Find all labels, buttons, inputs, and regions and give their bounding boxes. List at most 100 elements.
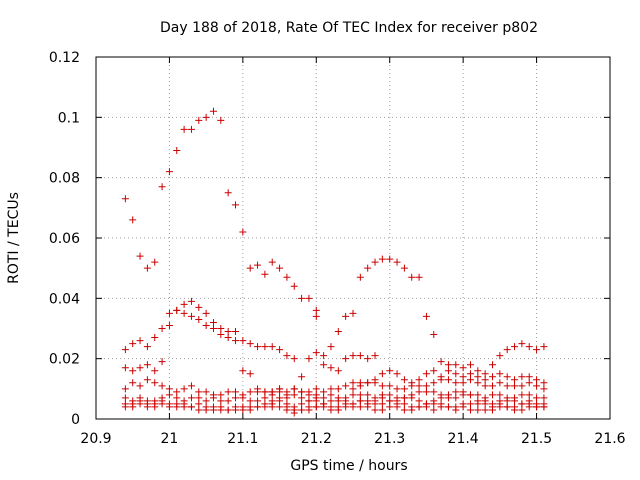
data-point (444, 367, 452, 375)
data-point (217, 391, 225, 399)
data-point (195, 400, 203, 408)
data-point (187, 297, 195, 305)
data-point (496, 379, 504, 387)
data-point (511, 382, 519, 390)
data-point (400, 264, 408, 272)
data-point (349, 309, 357, 317)
data-point (503, 403, 511, 411)
data-point (254, 343, 262, 351)
data-point (195, 406, 203, 414)
data-point (474, 391, 482, 399)
data-marks (121, 107, 548, 417)
data-point (217, 397, 225, 405)
data-point (496, 403, 504, 411)
data-point (452, 388, 460, 396)
data-point (195, 315, 203, 323)
data-point (525, 343, 533, 351)
x-tick-label: 21.3 (374, 431, 405, 447)
y-tick-label: 0.06 (49, 231, 80, 247)
x-axis-title: GPS time / hours (290, 458, 407, 474)
x-tick-label: 20.9 (80, 431, 111, 447)
data-point (400, 376, 408, 384)
data-point (202, 321, 210, 329)
data-point (143, 343, 151, 351)
data-point (158, 358, 166, 366)
data-point (466, 391, 474, 399)
data-point (474, 406, 482, 414)
x-tick-label: 21.2 (301, 431, 332, 447)
data-point (518, 382, 526, 390)
data-point (452, 379, 460, 387)
data-point (408, 382, 416, 390)
data-point (400, 394, 408, 402)
data-point (283, 400, 291, 408)
data-point (386, 367, 394, 375)
data-point (305, 355, 313, 363)
data-point (525, 379, 533, 387)
x-tick-label: 21.5 (521, 431, 552, 447)
data-point (437, 358, 445, 366)
data-point (459, 388, 467, 396)
data-point (533, 376, 541, 384)
data-point (298, 394, 306, 402)
data-point (489, 361, 497, 369)
data-point (342, 355, 350, 363)
data-point (518, 406, 526, 414)
data-point (422, 400, 430, 408)
data-point (466, 406, 474, 414)
data-point (151, 258, 159, 266)
data-point (371, 379, 379, 387)
data-point (136, 364, 144, 372)
data-point (283, 273, 291, 281)
data-point (173, 403, 181, 411)
data-point (371, 406, 379, 414)
data-point (209, 325, 217, 332)
data-point (276, 394, 284, 402)
y-tick-label: 0.02 (49, 352, 80, 368)
data-point (430, 406, 438, 414)
data-point (290, 385, 298, 393)
data-point (503, 397, 511, 405)
data-point (165, 385, 173, 393)
data-point (342, 382, 350, 390)
data-point (165, 391, 173, 399)
data-point (334, 385, 342, 393)
y-tick-label: 0.1 (58, 110, 80, 126)
data-point (239, 394, 247, 402)
data-point (378, 406, 386, 414)
data-point (261, 343, 269, 351)
y-tick-label: 0 (71, 412, 80, 428)
data-point (276, 403, 284, 411)
data-point (151, 403, 159, 411)
data-point (136, 252, 144, 260)
data-point (224, 189, 232, 197)
data-point (415, 397, 423, 405)
data-point (540, 343, 548, 351)
data-point (158, 382, 166, 390)
data-point (356, 391, 364, 399)
data-point (187, 403, 195, 411)
data-point (408, 273, 416, 281)
data-point (217, 406, 225, 414)
data-point (342, 397, 350, 405)
data-point (459, 373, 467, 381)
data-point (481, 376, 489, 384)
data-point (217, 325, 225, 332)
grid (96, 57, 610, 419)
data-point (327, 397, 335, 405)
data-point (474, 373, 482, 381)
data-point (173, 388, 181, 396)
data-point (305, 294, 313, 302)
data-point (430, 367, 438, 375)
data-point (430, 379, 438, 387)
data-point (261, 270, 269, 278)
data-point (364, 403, 372, 411)
data-point (151, 367, 159, 375)
y-axis-title: ROTI / TECUs (6, 192, 22, 284)
data-point (415, 376, 423, 384)
data-point (437, 394, 445, 402)
data-point (187, 312, 195, 320)
data-point (298, 406, 306, 414)
data-point (268, 258, 276, 266)
data-point (518, 400, 526, 408)
